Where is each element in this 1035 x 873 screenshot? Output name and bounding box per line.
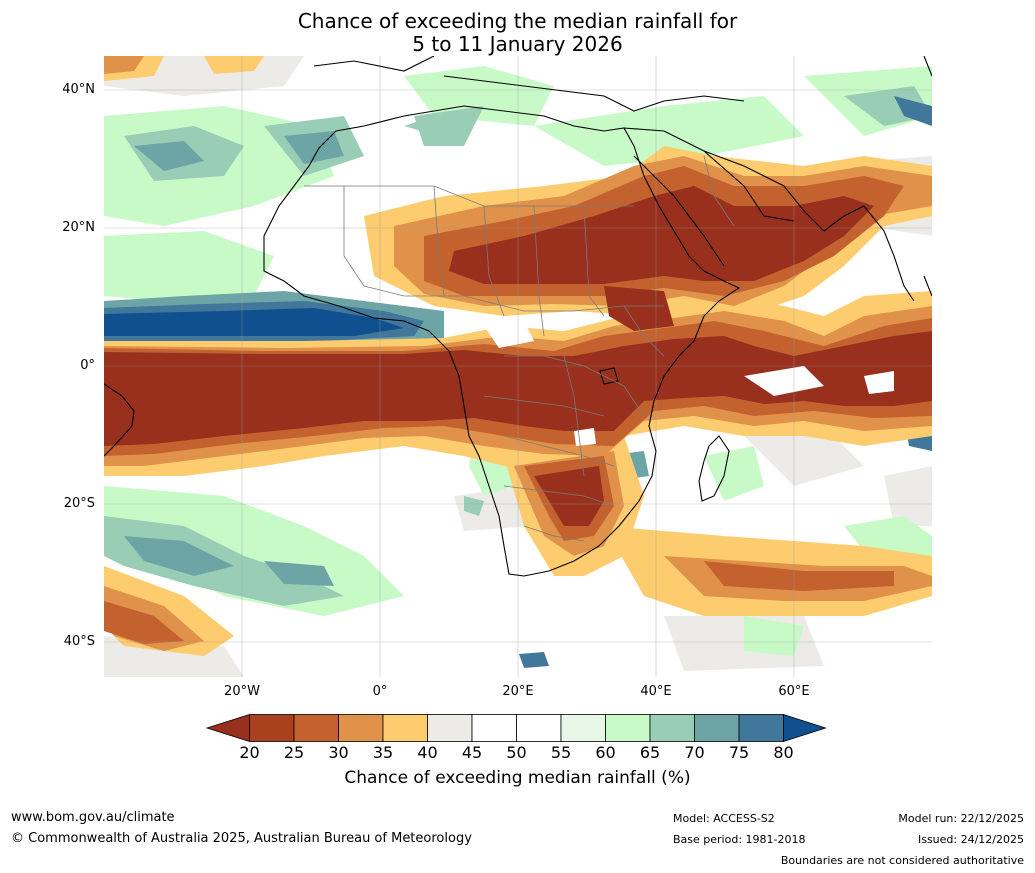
colorbar-segment xyxy=(516,714,562,742)
colorbar-tick-label: 80 xyxy=(773,743,794,762)
graticule xyxy=(104,56,932,677)
boundary-disclaimer: Boundaries are not considered authoritat… xyxy=(780,854,1024,867)
colorbar-segment xyxy=(649,714,695,742)
rainfall-probability-map xyxy=(104,56,932,677)
lon-label-60e: 60°E xyxy=(778,684,810,699)
lon-label-20e: 20°E xyxy=(502,684,534,699)
colorbar-tick-label: 30 xyxy=(328,743,349,762)
colorbar-segment xyxy=(293,714,339,742)
colorbar-tick-label: 40 xyxy=(417,743,438,762)
colorbar-segment xyxy=(605,714,651,742)
colorbar-tick-label: 45 xyxy=(461,743,483,762)
copyright-notice: © Commonwealth of Australia 2025, Austra… xyxy=(11,831,472,846)
colorbar-tick-label: 55 xyxy=(550,743,572,762)
model-name: Model: ACCESS-S2 xyxy=(673,812,775,825)
atlantic-wet-band xyxy=(104,96,932,668)
issued-date: Issued: 24/12/2025 xyxy=(917,833,1024,846)
colorbar-tick-label: 60 xyxy=(595,743,616,762)
map-title: Chance of exceeding the median rainfall … xyxy=(0,10,1035,56)
colorbar-segment xyxy=(560,714,606,742)
country-borders xyxy=(304,155,735,542)
lat-label-20s: 20°S xyxy=(63,496,95,511)
lat-label-0: 0° xyxy=(80,358,95,373)
colorbar-tick-label: 25 xyxy=(283,743,305,762)
colorbar-tick-label: 75 xyxy=(728,743,750,762)
colorbar xyxy=(205,714,827,742)
colorbar-segment xyxy=(338,714,384,742)
lon-label-40e: 40°E xyxy=(640,684,672,699)
colorbar-segment xyxy=(249,714,295,742)
above-median-dark xyxy=(124,131,649,586)
near-median-holes xyxy=(484,321,894,446)
colorbar-segment xyxy=(738,714,784,742)
title-line-1: Chance of exceeding the median rainfall … xyxy=(297,9,738,33)
colorbar-under-arrow xyxy=(205,714,250,742)
lat-label-40s: 40°S xyxy=(63,634,95,649)
colorbar-segment xyxy=(382,714,428,742)
title-line-2: 5 to 11 January 2026 xyxy=(412,32,623,56)
colorbar-segment xyxy=(471,714,517,742)
base-period: Base period: 1981-2018 xyxy=(673,833,806,846)
lat-label-20n: 20°N xyxy=(62,220,95,235)
model-run-date: Model run: 22/12/2025 xyxy=(898,812,1024,825)
colorbar-tick-label: 35 xyxy=(372,743,394,762)
lon-label-0: 0° xyxy=(372,684,388,699)
colorbar-over-arrow xyxy=(783,714,827,742)
coastlines xyxy=(104,56,932,577)
colorbar-tick-label: 70 xyxy=(684,743,705,762)
colorbar-segment xyxy=(427,714,473,742)
colorbar-tick-label: 20 xyxy=(239,743,260,762)
colorbar-segment xyxy=(694,714,740,742)
colorbar-title: Chance of exceeding median rainfall (%) xyxy=(344,768,691,788)
website-link[interactable]: www.bom.gov.au/climate xyxy=(11,810,175,825)
lon-label-20w: 20°W xyxy=(224,684,260,699)
colorbar-tick-label: 50 xyxy=(506,743,527,762)
lat-label-40n: 40°N xyxy=(62,82,95,97)
colorbar-tick-label: 65 xyxy=(639,743,661,762)
